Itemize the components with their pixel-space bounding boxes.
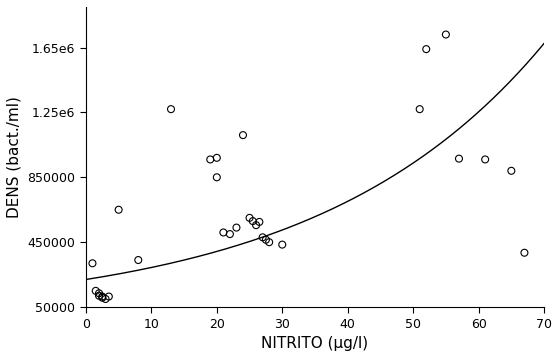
Point: [232, 225, 241, 231]
Point: [265, 240, 274, 245]
Point: [454, 156, 463, 161]
Point: [248, 218, 257, 224]
Point: [258, 234, 267, 240]
Point: [134, 257, 143, 263]
Point: [225, 231, 234, 237]
Point: [520, 250, 529, 256]
Point: [219, 229, 228, 235]
Point: [212, 155, 221, 161]
Point: [101, 296, 110, 302]
Point: [167, 106, 176, 112]
Point: [114, 207, 123, 213]
Point: [255, 219, 264, 225]
Point: [507, 168, 516, 174]
Point: [415, 106, 424, 112]
Point: [422, 46, 431, 52]
Y-axis label: DENS (bact./ml): DENS (bact./ml): [7, 96, 22, 218]
Point: [481, 156, 490, 162]
Point: [94, 293, 103, 299]
Point: [442, 32, 451, 37]
Point: [239, 132, 248, 138]
Point: [262, 237, 271, 243]
X-axis label: NITRITO (μg/l): NITRITO (μg/l): [262, 336, 368, 351]
Point: [245, 215, 254, 221]
Point: [98, 295, 107, 300]
Point: [98, 294, 107, 299]
Point: [252, 222, 260, 228]
Point: [212, 174, 221, 180]
Point: [278, 242, 287, 247]
Point: [94, 290, 103, 296]
Point: [91, 288, 100, 294]
Point: [206, 156, 215, 162]
Point: [88, 260, 97, 266]
Point: [105, 294, 113, 299]
